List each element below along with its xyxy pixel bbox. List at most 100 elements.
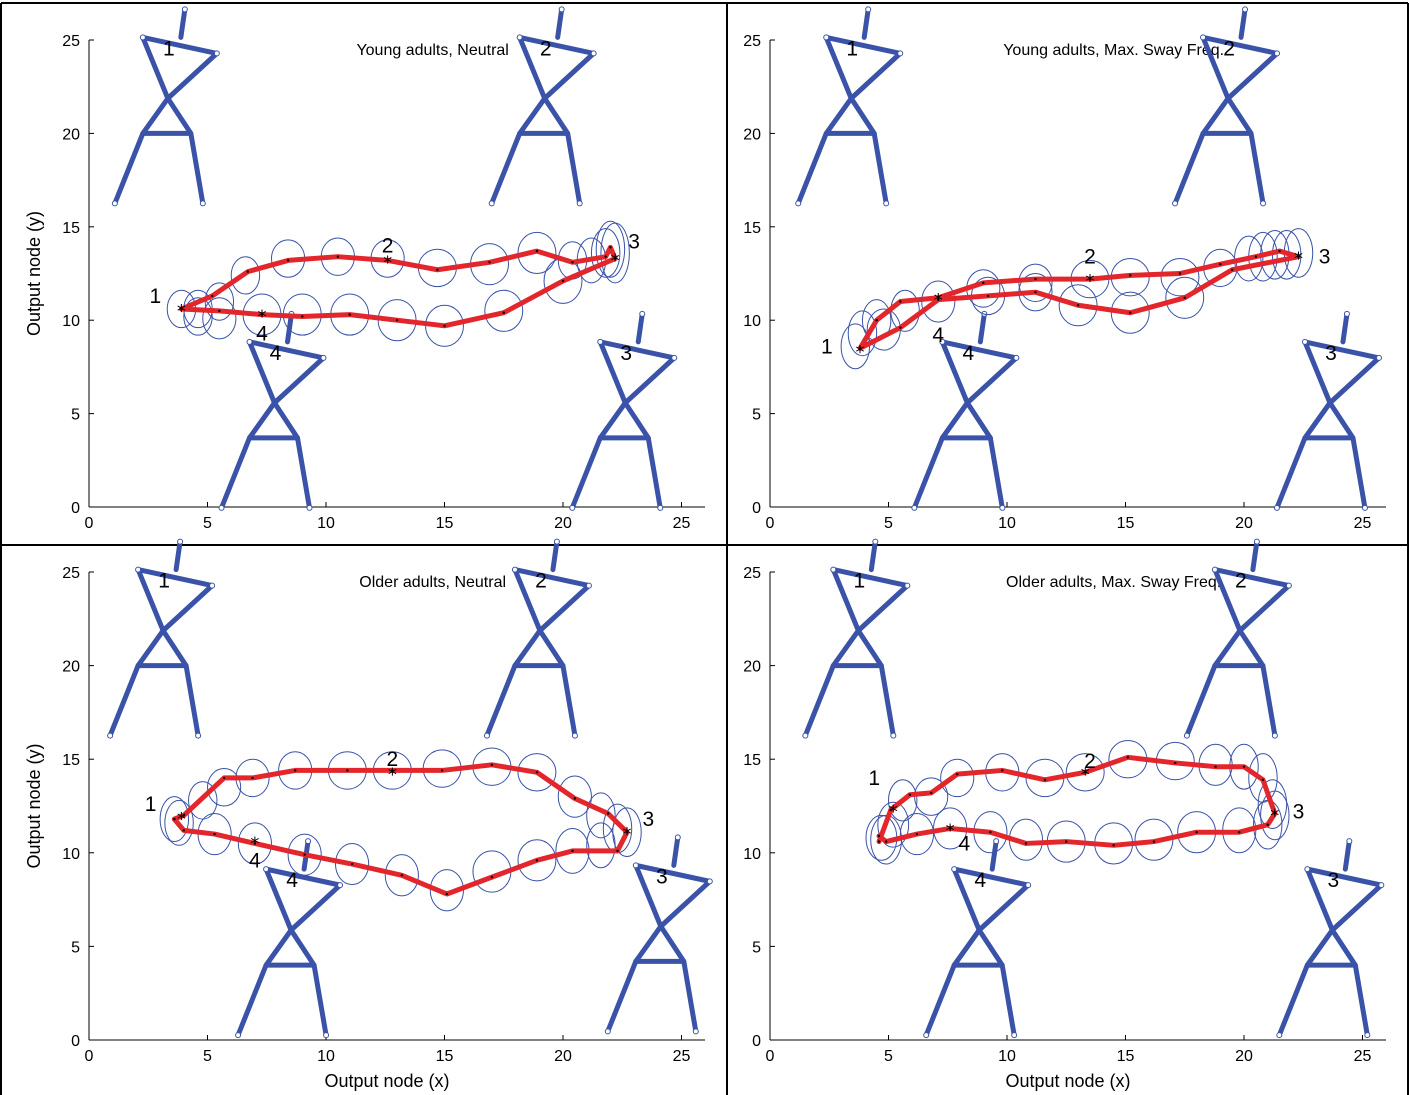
trajectory-point xyxy=(445,892,449,896)
variance-ellipse xyxy=(517,839,557,882)
stick-body-triangle xyxy=(512,628,566,669)
stick-neck xyxy=(1340,311,1350,345)
trajectory-point xyxy=(488,261,491,264)
trajectory-point xyxy=(986,294,990,298)
stick-joint xyxy=(569,504,576,511)
trajectory-point xyxy=(173,817,176,821)
posture-marker: * xyxy=(856,342,865,363)
trajectory-point xyxy=(1084,771,1087,774)
trajectory-point xyxy=(1034,277,1037,281)
trajectory-point xyxy=(908,793,912,796)
stick-joint xyxy=(604,1028,611,1035)
trajectory-point xyxy=(440,769,444,772)
panel-4: 0 5 10 15 20 25 0 5 10 15 20 25 Output node (x) Older… xyxy=(743,538,1386,1091)
stick-joint xyxy=(213,50,220,57)
trajectory-point xyxy=(286,259,290,262)
variance-ellipse xyxy=(230,256,261,295)
variance-ellipse xyxy=(586,792,616,839)
y-tick-label: 0 xyxy=(752,1033,761,1050)
stick-head-triangle xyxy=(597,339,677,406)
trajectory-point xyxy=(899,300,902,303)
stick-joint xyxy=(305,838,312,845)
stick-right-leg xyxy=(560,663,578,739)
y-tick-label: 10 xyxy=(62,313,80,330)
x-tick-label: 20 xyxy=(1235,1048,1253,1065)
panel-2: 0 5 10 15 20 25 0 5 10 15 20 25 Young adults, Max. S… xyxy=(743,6,1386,532)
posture-marker: * xyxy=(1085,271,1094,292)
stick-figure-label: 1 xyxy=(158,570,170,593)
trajectory-point xyxy=(443,324,446,328)
x-tick-label: 5 xyxy=(203,1048,212,1065)
y-tick-label: 25 xyxy=(743,33,761,50)
stick-joint xyxy=(1253,538,1260,545)
stick-neck xyxy=(1238,6,1248,40)
variance-ellipse xyxy=(595,220,626,278)
y-tick-label: 20 xyxy=(62,126,80,143)
stick-joint xyxy=(209,582,216,589)
stick-joint xyxy=(1025,882,1032,889)
stick-joint xyxy=(323,1032,330,1039)
x-tick-label: 15 xyxy=(436,1048,454,1065)
trajectory-point xyxy=(182,829,185,832)
stick-neck xyxy=(989,838,999,872)
y-tick-label: 20 xyxy=(62,659,80,676)
posture-marker: * xyxy=(258,307,267,328)
stick-figure-1: 1 xyxy=(802,538,911,739)
variance-ellipse xyxy=(484,289,524,332)
stick-body-triangle xyxy=(823,95,877,136)
stick-joint xyxy=(135,566,142,573)
stick-joint xyxy=(639,310,646,317)
stick-figure-label: 2 xyxy=(540,37,552,60)
trajectory-point xyxy=(336,255,340,258)
x-tick-label: 10 xyxy=(317,1048,335,1065)
stick-figure-label: 4 xyxy=(962,342,974,365)
stick-joint xyxy=(107,732,114,739)
trajectory-point xyxy=(561,279,565,283)
stick-joint xyxy=(692,1028,699,1035)
stick-joint xyxy=(181,6,188,13)
stick-right-leg xyxy=(1248,130,1266,206)
x-tick-label: 15 xyxy=(436,515,454,532)
trajectory-point xyxy=(989,831,992,834)
stick-joint xyxy=(830,566,837,573)
posture-marker: * xyxy=(1294,249,1303,270)
panel-1: 0 5 10 15 20 25 0 5 10 15 20 25 Output node (y) Young… xyxy=(24,6,705,532)
stick-figure-3: 3 xyxy=(1276,838,1385,1039)
x-axis-title: Output node (x) xyxy=(1005,1071,1130,1091)
x-tick-label: 5 xyxy=(884,515,893,532)
stick-left-leg xyxy=(1184,663,1218,739)
stick-joint xyxy=(1301,338,1308,345)
trajectory-point xyxy=(1297,255,1300,258)
posture-point-label: 3 xyxy=(642,808,654,831)
stick-figure-2: 2 xyxy=(483,538,592,739)
stick-right-leg xyxy=(294,435,312,511)
trajectory-point xyxy=(1001,769,1004,772)
trajectory-point xyxy=(1242,765,1246,768)
y-tick-label: 20 xyxy=(743,126,761,143)
trajectory-point xyxy=(1214,765,1217,768)
stick-figure-label: 3 xyxy=(1325,342,1337,365)
posture-point-label: 4 xyxy=(256,322,268,345)
trajectory-point xyxy=(1261,778,1265,781)
trajectory-point xyxy=(436,268,439,271)
stick-head-triangle xyxy=(140,34,220,101)
stick-joint xyxy=(939,338,946,345)
stick-joint xyxy=(923,1032,930,1039)
stick-joint xyxy=(590,50,597,57)
posture-point-label: 3 xyxy=(1293,801,1305,824)
variance-ellipse xyxy=(1018,263,1053,303)
stick-head-triangle xyxy=(633,862,713,929)
x-tick-label: 0 xyxy=(85,1048,94,1065)
stick-figure-label: 1 xyxy=(853,570,865,593)
stick-head-triangle xyxy=(1212,567,1292,634)
stick-head-triangle xyxy=(135,567,215,634)
stick-figure-label: 4 xyxy=(286,869,298,892)
stick-joint xyxy=(246,338,253,345)
trajectory-point xyxy=(1152,840,1156,843)
trajectory-point xyxy=(606,812,610,815)
trajectory-point xyxy=(182,814,185,817)
variance-ellipse xyxy=(1110,291,1150,334)
stick-body-triangle xyxy=(263,927,317,968)
stick-joint xyxy=(671,354,678,361)
